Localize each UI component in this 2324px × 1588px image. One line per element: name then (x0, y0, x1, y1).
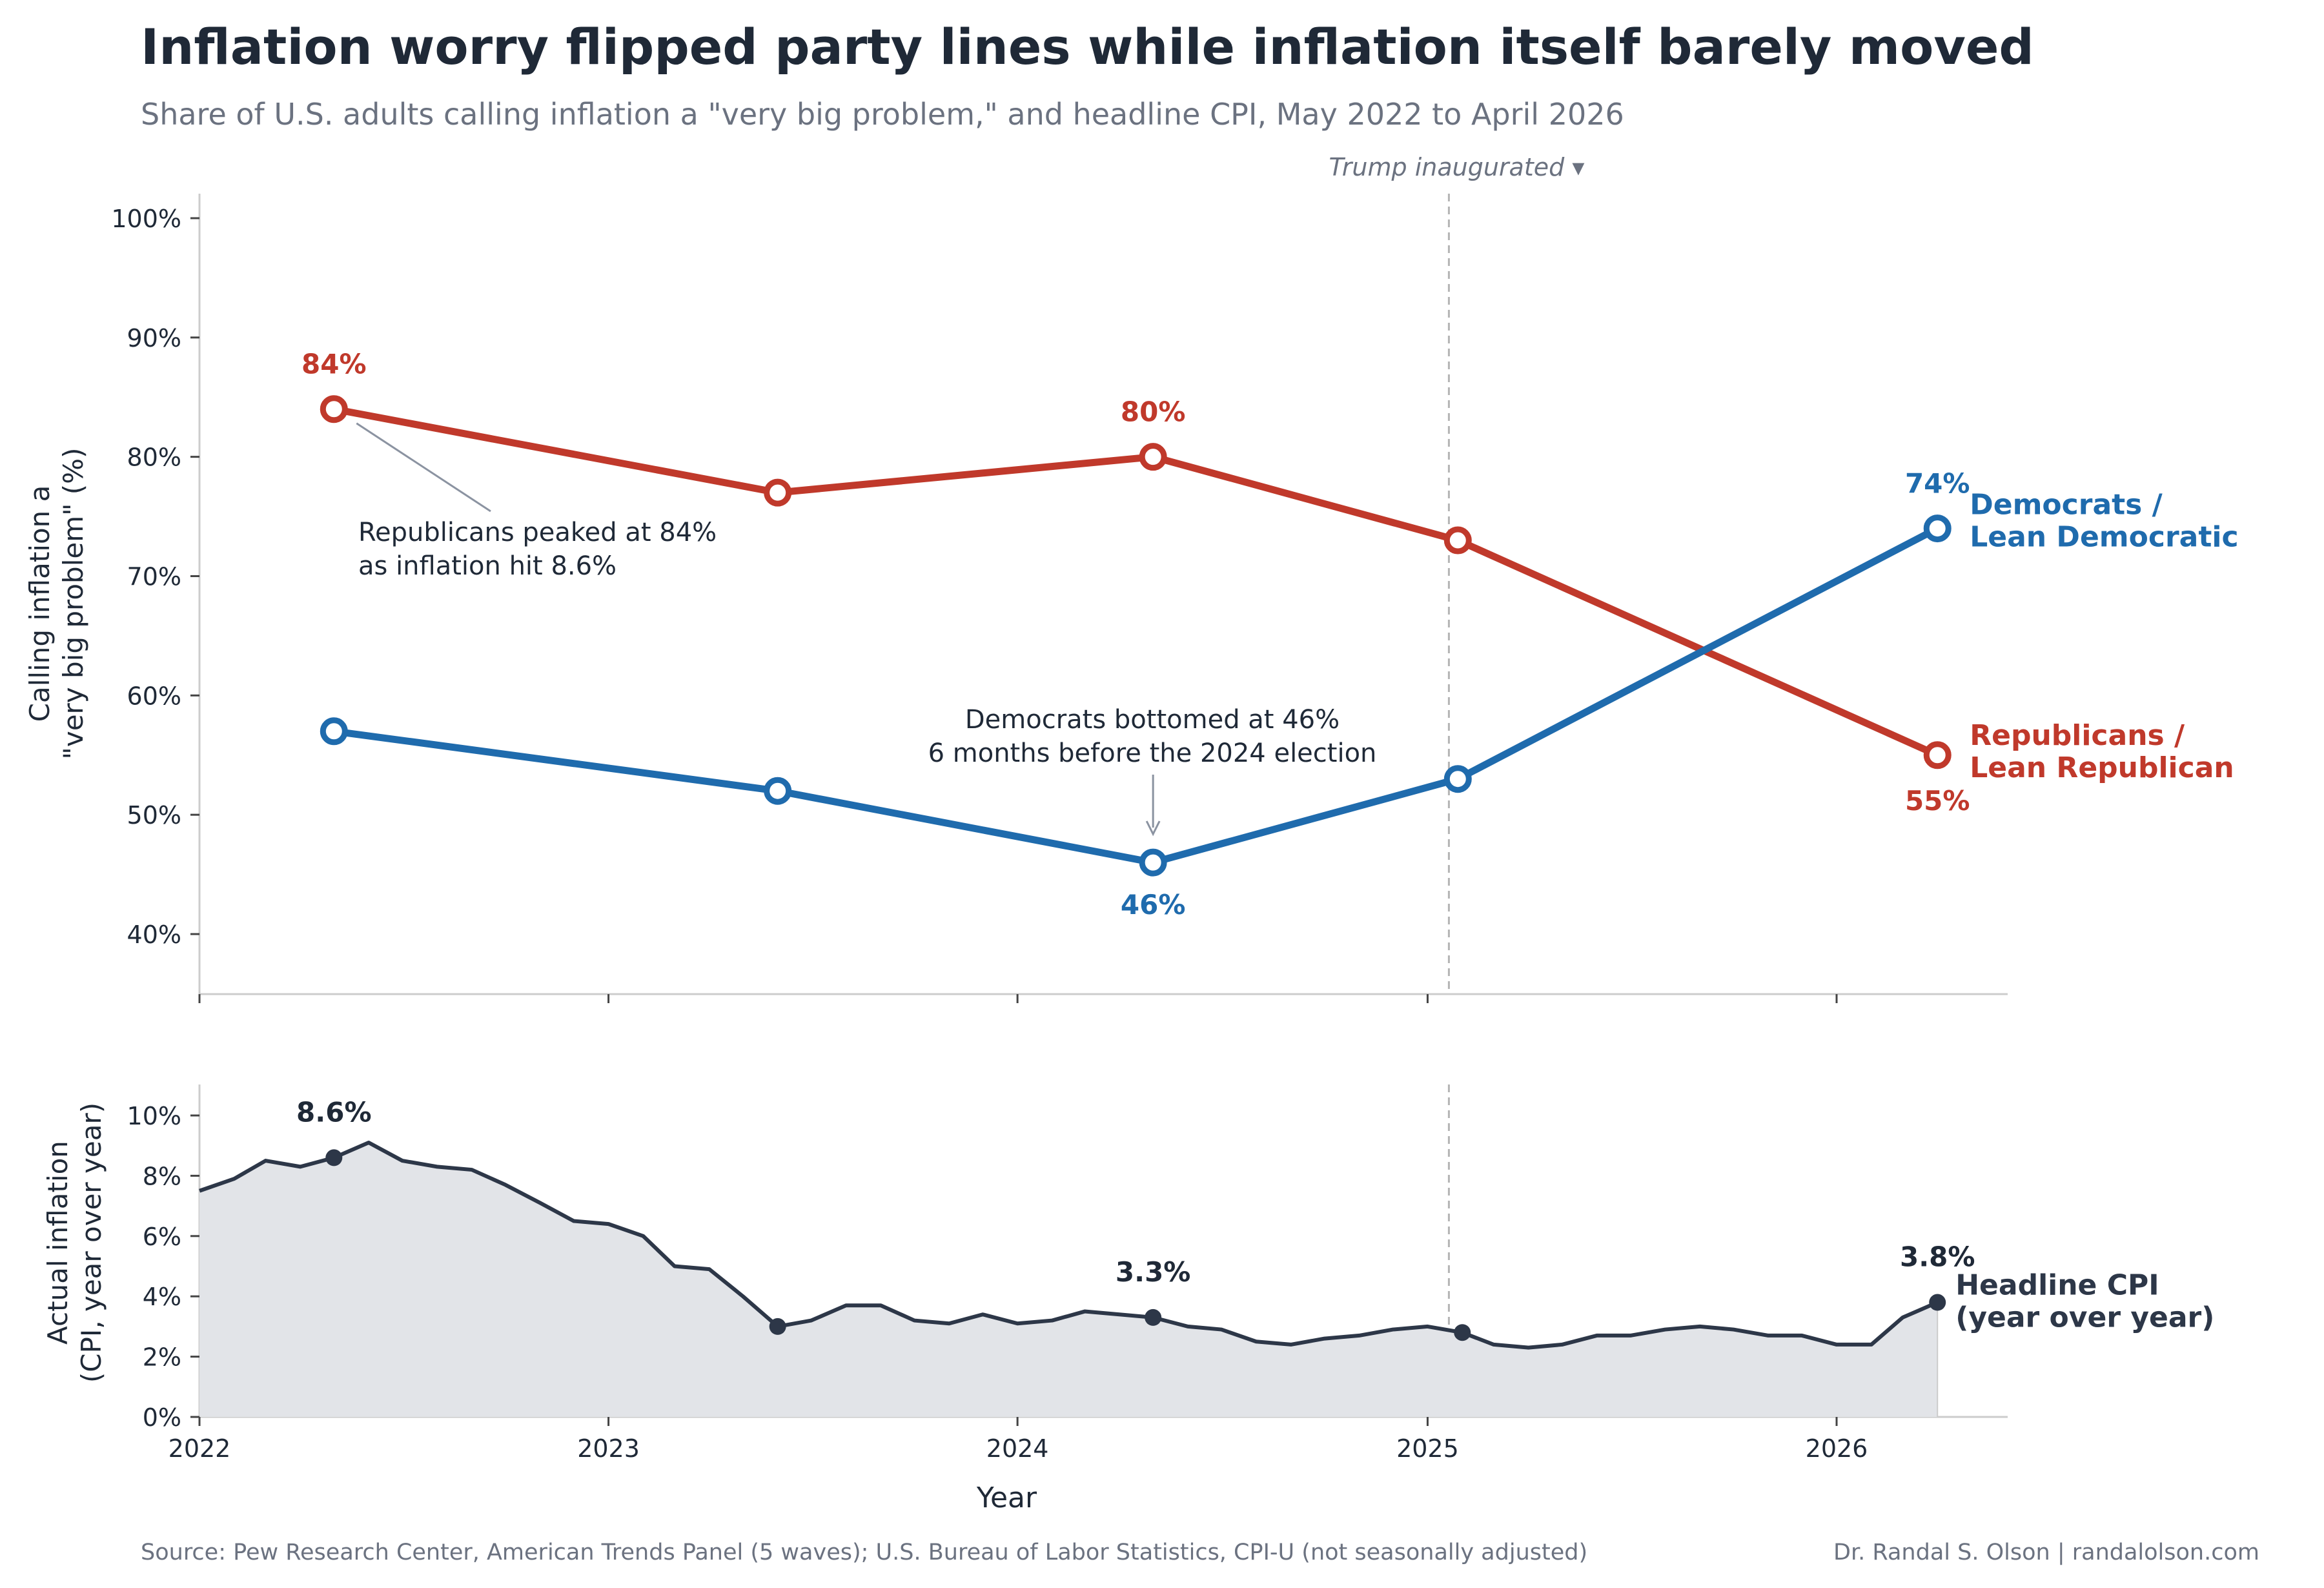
x-axis-label: Year (976, 1481, 1037, 1514)
republican-point (320, 395, 348, 423)
democrat-point (1139, 848, 1167, 877)
democrat-point-label: 46% (1121, 889, 1186, 921)
cpi-marker (1454, 1324, 1471, 1341)
top-y-axis-label: Calling inflation a"very big problem" (%… (24, 448, 89, 760)
republican-line (333, 405, 1939, 758)
x-tick-label: 2024 (986, 1434, 1049, 1463)
bottom-y-axis-label: Actual inflation(CPI, year over year) (42, 1103, 107, 1383)
source-note: Source: Pew Research Center, American Tr… (141, 1540, 1588, 1565)
republican-series-label: Republicans / Lean Republican (1970, 719, 2234, 784)
top-y-tick-label: 50% (127, 801, 181, 830)
bottom-y-tick-label: 8% (143, 1162, 181, 1190)
inauguration-label: Trump inaugurated ▾ (1329, 153, 1585, 181)
author-credit: Dr. Randal S. Olson | randalolson.com (1833, 1540, 2259, 1565)
annotation-pointer-republicans (356, 422, 491, 513)
republican-point (1923, 741, 1952, 769)
x-tick-label: 2026 (1806, 1434, 1868, 1463)
x-tick-label: 2022 (168, 1434, 231, 1463)
republican-point (764, 478, 792, 507)
bottom-y-tick-label: 10% (127, 1102, 181, 1130)
chart-subtitle: Share of U.S. adults calling inflation a… (141, 97, 1624, 132)
cpi-marker (1929, 1294, 1946, 1311)
democrat-point (764, 777, 792, 805)
cpi-area (199, 1143, 1938, 1417)
cpi-series-label: Headline CPI (year over year) (1955, 1269, 2214, 1334)
chart-title: Inflation worry flipped party lines whil… (141, 18, 2034, 76)
democrat-point-label: 74% (1905, 468, 1970, 500)
top-y-tick-label: 40% (127, 921, 181, 949)
cpi-point-label: 3.8% (1900, 1241, 1975, 1273)
x-tick-label: 2023 (577, 1434, 640, 1463)
bottom-y-tick-label: 0% (143, 1403, 181, 1432)
annotation-arrowhead-democrats (1145, 820, 1161, 837)
bottom-y-tick-label: 6% (143, 1223, 181, 1251)
top-y-tick-label: 60% (127, 682, 181, 710)
top-y-tick-label: 90% (127, 324, 181, 352)
top-y-tick-label: 100% (111, 205, 181, 233)
bottom-y-tick-label: 4% (143, 1283, 181, 1311)
republican-point (1443, 526, 1472, 555)
top-y-tick-label: 80% (127, 443, 181, 472)
republican-point-label: 55% (1905, 785, 1970, 817)
cpi-point-label: 3.3% (1116, 1256, 1190, 1288)
democrat-point (320, 717, 348, 746)
top-y-tick-label: 70% (127, 563, 181, 591)
annotation-republicans-peak: Republicans peaked at 84% as inflation hi… (358, 518, 717, 581)
annotation-democrats-bottom: Democrats bottomed at 46% 6 months before… (928, 705, 1377, 768)
cpi-marker (1145, 1308, 1162, 1326)
cpi-marker (769, 1318, 786, 1335)
republican-point-label: 84% (301, 349, 367, 380)
cpi-marker (325, 1149, 343, 1166)
democrat-series-label: Democrats / Lean Democratic (1970, 489, 2238, 554)
cpi-point-label: 8.6% (296, 1096, 371, 1128)
bottom-y-tick-label: 2% (143, 1343, 181, 1372)
republican-point (1139, 443, 1167, 471)
democrat-point (1443, 765, 1472, 793)
cpi-line (199, 1141, 1939, 1350)
x-tick-label: 2025 (1396, 1434, 1459, 1463)
democrat-point (1923, 514, 1952, 543)
republican-point-label: 80% (1121, 396, 1186, 428)
